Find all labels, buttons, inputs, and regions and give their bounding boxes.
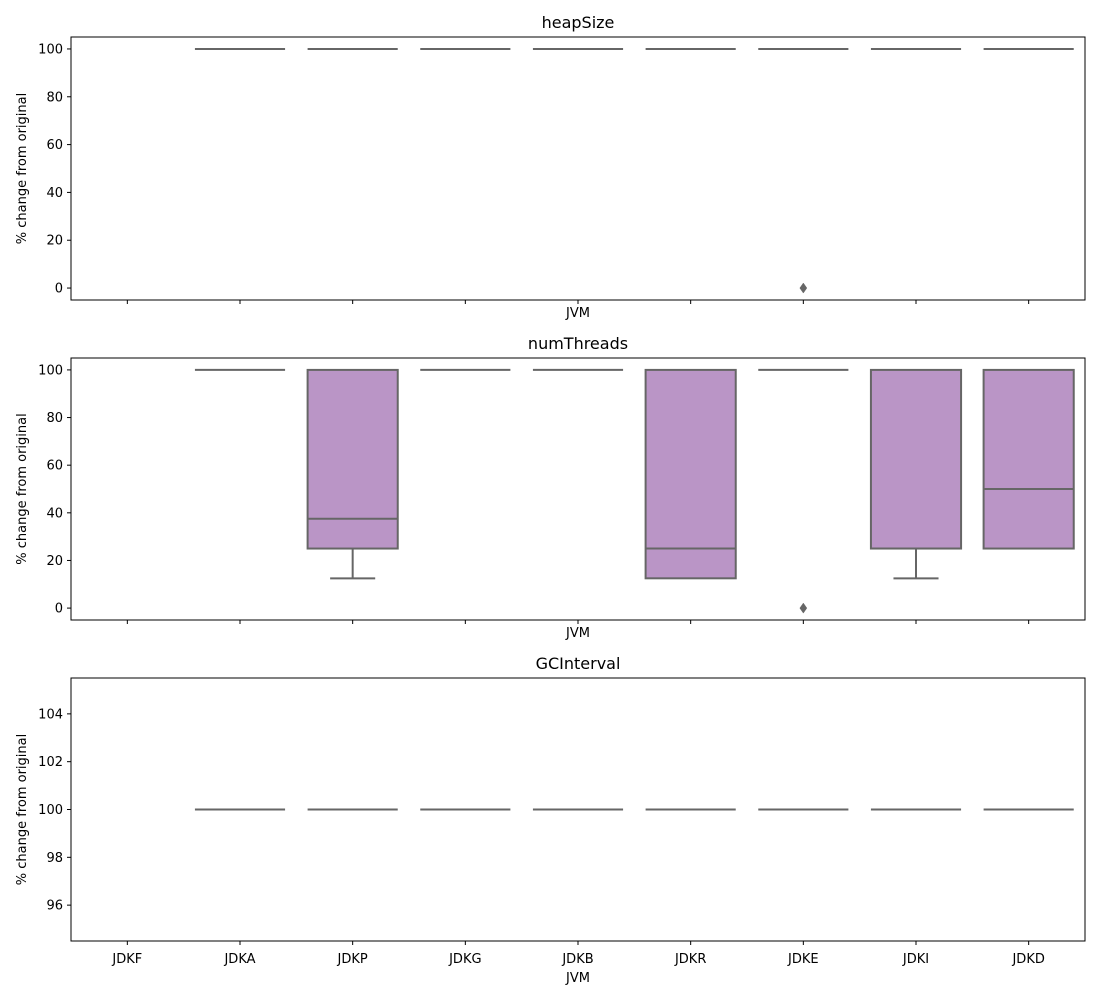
box-body	[644, 368, 737, 580]
y-axis-label: % change from original	[15, 734, 30, 885]
x-tick-label-JDKB: JDKB	[561, 952, 593, 967]
y-axis-label: % change from original	[15, 413, 30, 564]
box-body	[306, 368, 399, 550]
y-axis-label: % change from original	[15, 93, 30, 244]
box-JDKD	[982, 368, 1075, 550]
box-JDKE	[758, 368, 849, 614]
y-tick-label: 60	[46, 138, 63, 153]
y-tick-label: 98	[46, 851, 63, 866]
chart-title: numThreads	[528, 334, 628, 353]
y-tick-label: 80	[46, 411, 63, 426]
subplot-GCInterval: GCInterval 96 98 100 102 104 JDKF JDKA JDKP JDKG J…	[15, 654, 1086, 986]
x-tick-label-JDKF: JDKF	[111, 952, 142, 967]
y-tick-label: 104	[38, 707, 63, 722]
y-tick-label: 80	[46, 90, 63, 105]
axes-frame	[70, 357, 1086, 621]
box-body	[869, 368, 963, 550]
axes-frame	[70, 36, 1086, 301]
outlier-point	[799, 282, 808, 294]
y-tick-label: 100	[38, 363, 63, 378]
y-tick-label: 60	[46, 459, 63, 474]
subplot-heapSize: heapSize 0 20 40 60 80 100 JVM % change from ori…	[15, 13, 1086, 321]
x-tick-label-JDKE: JDKE	[787, 952, 819, 967]
chart-title: GCInterval	[536, 654, 621, 673]
y-tick-label: 96	[46, 899, 63, 914]
box-body	[982, 368, 1075, 550]
outlier-point	[799, 602, 808, 614]
box-JDKR	[644, 368, 737, 580]
x-tick-label-JDKI: JDKI	[902, 952, 929, 967]
y-tick-label: 0	[55, 602, 63, 617]
x-tick-label-JDKP: JDKP	[337, 952, 368, 967]
box-JDKP	[306, 368, 399, 580]
y-tick-label: 100	[38, 803, 63, 818]
x-axis-label: JVM	[565, 306, 590, 321]
box-JDKE	[758, 47, 849, 294]
x-tick-label-JDKG: JDKG	[448, 952, 481, 967]
subplot-numThreads: numThreads 0 20 40 60 80 100 JVM % change from o…	[15, 334, 1086, 641]
y-tick-label: 100	[38, 42, 63, 57]
y-tick-label: 102	[38, 755, 63, 770]
y-tick-label: 40	[46, 186, 63, 201]
chart-title: heapSize	[542, 13, 615, 32]
y-tick-label: 20	[46, 554, 63, 569]
y-tick-label: 20	[46, 234, 63, 249]
x-tick-label-JDKR: JDKR	[674, 952, 706, 967]
x-tick-label-JDKA: JDKA	[223, 952, 255, 967]
y-tick-label: 40	[46, 506, 63, 521]
x-tick-label-JDKD: JDKD	[1011, 952, 1044, 967]
y-tick-label: 0	[55, 282, 63, 297]
box-JDKI	[869, 368, 963, 580]
x-axis-label: JVM	[565, 626, 590, 641]
x-axis-label: JVM	[565, 971, 590, 986]
axes-frame	[70, 677, 1086, 942]
